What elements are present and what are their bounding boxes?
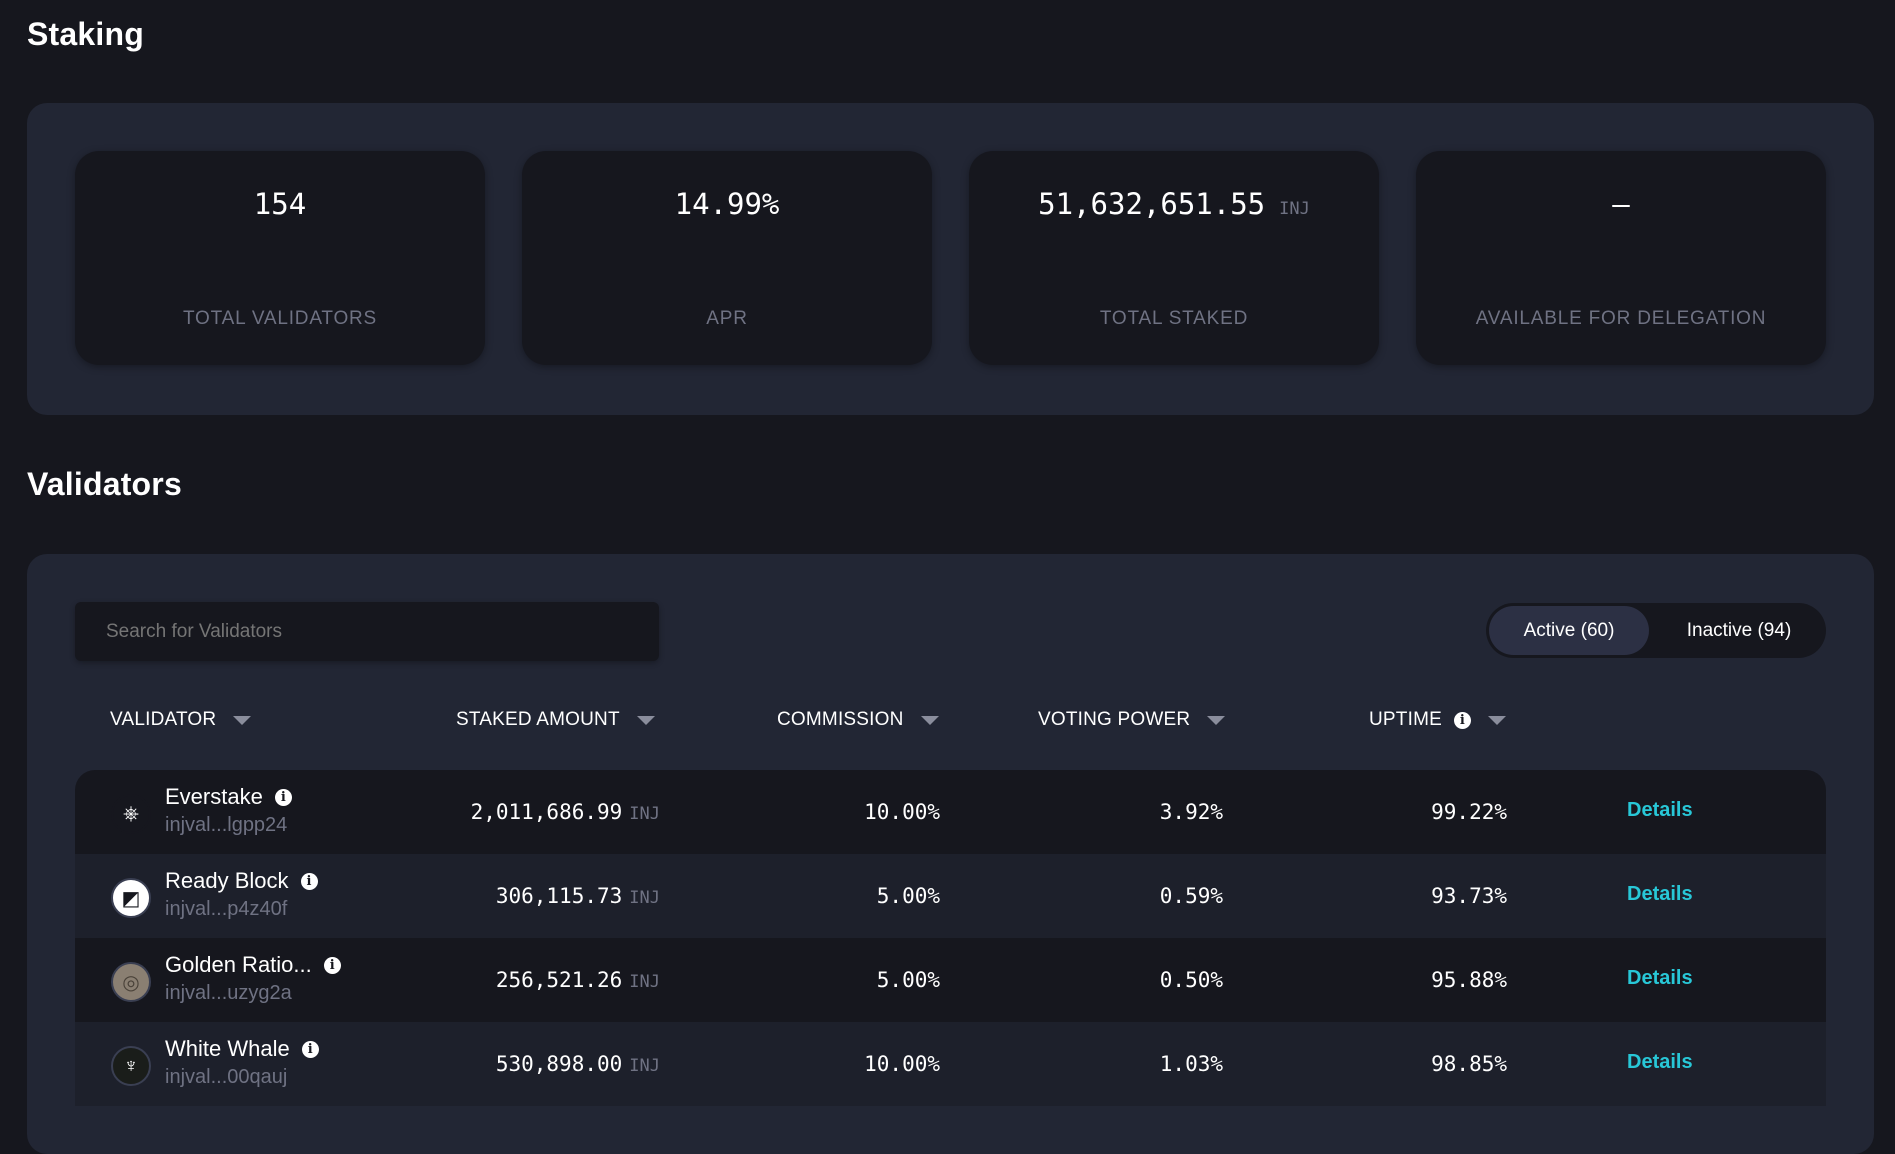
tab-inactive[interactable]: Inactive (94)	[1686, 619, 1792, 641]
staking-title: Staking	[27, 16, 144, 52]
validator-status-toggle: Active (60) Inactive (94)	[1486, 603, 1826, 658]
everstake-logo-icon: ⎈	[111, 794, 151, 834]
uptime-value: 93.73%	[1431, 884, 1507, 908]
voting-power-value: 0.59%	[1159, 884, 1223, 908]
details-link[interactable]: Details	[1627, 967, 1693, 989]
white-whale-logo-icon: ♆	[111, 1046, 151, 1086]
staked-value: 306,115.73	[495, 884, 623, 908]
stat-label: APR	[706, 308, 748, 329]
validator-address: injval...p4z40f	[165, 898, 288, 920]
validator-address: injval...lgpp24	[165, 814, 288, 836]
staked-amount: 2,011,686.99 INJ	[471, 800, 660, 824]
sort-caret-icon	[1207, 715, 1226, 725]
commission-value: 5.00%	[876, 884, 940, 908]
validator-name-text: Ready Block	[165, 868, 289, 893]
table-row[interactable]: ⎈ Everstake i injval...lgpp24 2,011,686.9…	[75, 770, 1826, 854]
column-header-voting-power[interactable]: VOTING POWER	[1038, 709, 1226, 731]
details-link[interactable]: Details	[1627, 1051, 1693, 1073]
sort-caret-icon	[636, 715, 655, 725]
sort-caret-icon	[233, 715, 252, 725]
voting-power-value: 1.03%	[1159, 1052, 1223, 1076]
info-icon[interactable]: i	[1453, 711, 1471, 729]
unit-label: INJ	[629, 804, 660, 824]
staked-value: 530,898.00	[495, 1052, 623, 1076]
stat-value: 154	[75, 187, 485, 221]
tab-active[interactable]: Active (60)	[1489, 606, 1649, 655]
voting-power-value: 0.50%	[1159, 968, 1223, 992]
column-header-validator[interactable]: VALIDATOR	[110, 709, 252, 731]
validator-name-text: Everstake	[165, 784, 263, 809]
staked-value: 2,011,686.99	[470, 800, 623, 824]
golden-ratio-logo-icon: ◎	[111, 962, 151, 1002]
uptime-value: 98.85%	[1431, 1052, 1507, 1076]
info-icon[interactable]: i	[323, 956, 341, 974]
stat-value: —	[1416, 187, 1826, 221]
stat-card-total-staked: 51,632,651.55 INJ TOTAL STAKED	[969, 151, 1379, 365]
unit-label: INJ	[629, 972, 660, 992]
validator-search-input[interactable]	[75, 602, 659, 661]
column-label: COMMISSION	[777, 709, 904, 730]
commission-value: 5.00%	[876, 968, 940, 992]
unit-label: INJ	[1279, 199, 1310, 219]
stats-panel: 154 TOTAL VALIDATORS 14.99% APR 51,632,6…	[27, 103, 1874, 415]
stat-card-apr: 14.99% APR	[522, 151, 932, 365]
available-for-delegation-value: —	[1612, 187, 1630, 221]
voting-power-value: 3.92%	[1159, 800, 1223, 824]
details-link[interactable]: Details	[1627, 799, 1693, 821]
staked-value: 256,521.26	[495, 968, 623, 992]
info-icon[interactable]: i	[301, 1040, 319, 1058]
validator-name-text: Golden Ratio...	[165, 952, 312, 977]
total-validators-value: 154	[253, 187, 307, 221]
info-icon[interactable]: i	[274, 788, 292, 806]
apr-value: 14.99%	[674, 187, 780, 221]
details-link[interactable]: Details	[1627, 883, 1693, 905]
stat-label: TOTAL STAKED	[1099, 308, 1249, 329]
table-row[interactable]: ♆ White Whale i injval...00qauj 530,898.0…	[75, 1022, 1826, 1106]
stat-value: 51,632,651.55 INJ	[969, 187, 1379, 221]
stat-label: AVAILABLE FOR DELEGATION	[1475, 308, 1767, 329]
info-icon[interactable]: i	[300, 872, 318, 890]
stat-card-available-for-delegation: — AVAILABLE FOR DELEGATION	[1416, 151, 1826, 365]
validator-address: injval...00qauj	[165, 1066, 288, 1088]
uptime-value: 99.22%	[1431, 800, 1507, 824]
column-label: UPTIME	[1369, 709, 1442, 730]
column-header-uptime[interactable]: UPTIME i	[1369, 709, 1506, 731]
uptime-value: 95.88%	[1431, 968, 1507, 992]
column-label: STAKED AMOUNT	[456, 709, 620, 730]
staked-amount: 256,521.26 INJ	[496, 968, 660, 992]
stat-card-total-validators: 154 TOTAL VALIDATORS	[75, 151, 485, 365]
validator-address: injval...uzyg2a	[165, 982, 292, 1004]
validator-name: Everstake i	[165, 784, 292, 810]
sort-caret-icon	[920, 715, 939, 725]
commission-value: 10.00%	[864, 800, 940, 824]
staked-amount: 530,898.00 INJ	[496, 1052, 660, 1076]
validators-title: Validators	[27, 466, 182, 502]
column-label: VALIDATOR	[110, 709, 217, 730]
validator-name: Ready Block i	[165, 868, 318, 894]
ready-block-logo-icon: ◩	[111, 878, 151, 918]
table-row[interactable]: ◩ Ready Block i injval...p4z40f 306,115.7…	[75, 854, 1826, 938]
column-header-commission[interactable]: COMMISSION	[777, 709, 939, 731]
validators-table: ⎈ Everstake i injval...lgpp24 2,011,686.9…	[75, 770, 1826, 1106]
stat-label: TOTAL VALIDATORS	[182, 308, 378, 329]
validator-name-text: White Whale	[165, 1036, 290, 1061]
commission-value: 10.00%	[864, 1052, 940, 1076]
unit-label: INJ	[629, 1056, 660, 1076]
sort-caret-icon	[1487, 715, 1506, 725]
total-staked-value: 51,632,651.55	[1038, 187, 1266, 221]
column-header-staked-amount[interactable]: STAKED AMOUNT	[456, 709, 655, 731]
stat-value: 14.99%	[522, 187, 932, 221]
staked-amount: 306,115.73 INJ	[496, 884, 660, 908]
validator-name: Golden Ratio... i	[165, 952, 341, 978]
table-row[interactable]: ◎ Golden Ratio... i injval...uzyg2a 256,5…	[75, 938, 1826, 1022]
validators-panel: Active (60) Inactive (94) VALIDATOR STAK…	[27, 554, 1874, 1154]
unit-label: INJ	[629, 888, 660, 908]
validator-name: White Whale i	[165, 1036, 319, 1062]
column-label: VOTING POWER	[1038, 709, 1191, 730]
